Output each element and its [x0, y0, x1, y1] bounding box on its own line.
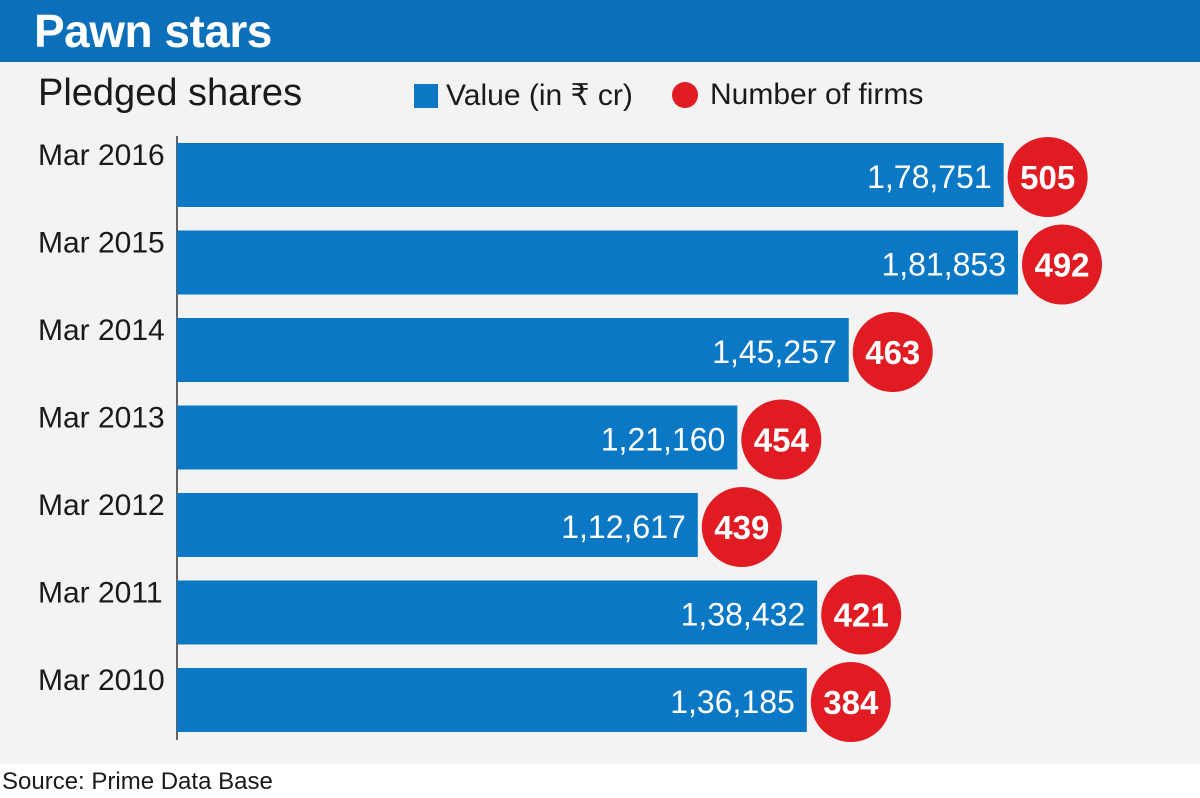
category-label: Mar 2014 [38, 314, 165, 347]
value-label: 1,36,185 [670, 684, 795, 720]
value-label: 1,78,751 [867, 159, 992, 195]
legend-value: Value (in ₹ cr) [414, 78, 633, 113]
value-bar [177, 580, 818, 645]
value-label: 1,38,432 [681, 597, 806, 633]
firms-label: 454 [754, 422, 810, 459]
category-label: Mar 2010 [38, 664, 165, 697]
value-label: 1,12,617 [561, 509, 686, 545]
category-label: Mar 2013 [38, 402, 165, 435]
header-bar: Pawn stars [0, 0, 1200, 62]
chart-subtitle: Pledged shares [38, 72, 303, 114]
firms-label: 439 [714, 509, 769, 546]
legend-firms-swatch [672, 82, 698, 108]
legend-firms-label: Number of firms [710, 78, 924, 111]
value-bar [177, 143, 1004, 207]
value-label: 1,81,853 [881, 247, 1006, 283]
firms-dot [701, 487, 782, 567]
legend-value-swatch [414, 83, 438, 108]
firms-dot [1022, 224, 1102, 305]
legend-value-label: Value (in ₹ cr) [446, 79, 633, 112]
firms-label: 384 [823, 684, 879, 721]
category-label: Mar 2012 [38, 489, 165, 522]
category-label: Mar 2011 [38, 577, 163, 610]
value-bar [177, 493, 698, 557]
firms-label: 492 [1034, 247, 1089, 284]
chart-title: Pawn stars [34, 5, 272, 57]
category-label: Mar 2015 [38, 227, 165, 260]
firms-label: 421 [834, 597, 889, 634]
firms-dot [810, 662, 891, 742]
firms-label: 463 [865, 334, 920, 371]
firms-label: 505 [1020, 159, 1075, 196]
category-label: Mar 2016 [38, 139, 165, 172]
value-bar [177, 668, 807, 732]
value-label: 1,45,257 [712, 334, 837, 370]
source-note: Source: Prime Data Base [2, 768, 273, 795]
firms-dot [1007, 137, 1088, 217]
legend-firms: Number of firms [672, 78, 923, 112]
value-label: 1,21,160 [601, 422, 726, 458]
value-bar [177, 405, 738, 470]
firms-dot [741, 399, 822, 480]
firms-dot [852, 312, 933, 392]
firms-dot [821, 574, 902, 655]
value-bar [177, 230, 1018, 295]
value-bar [177, 318, 849, 382]
